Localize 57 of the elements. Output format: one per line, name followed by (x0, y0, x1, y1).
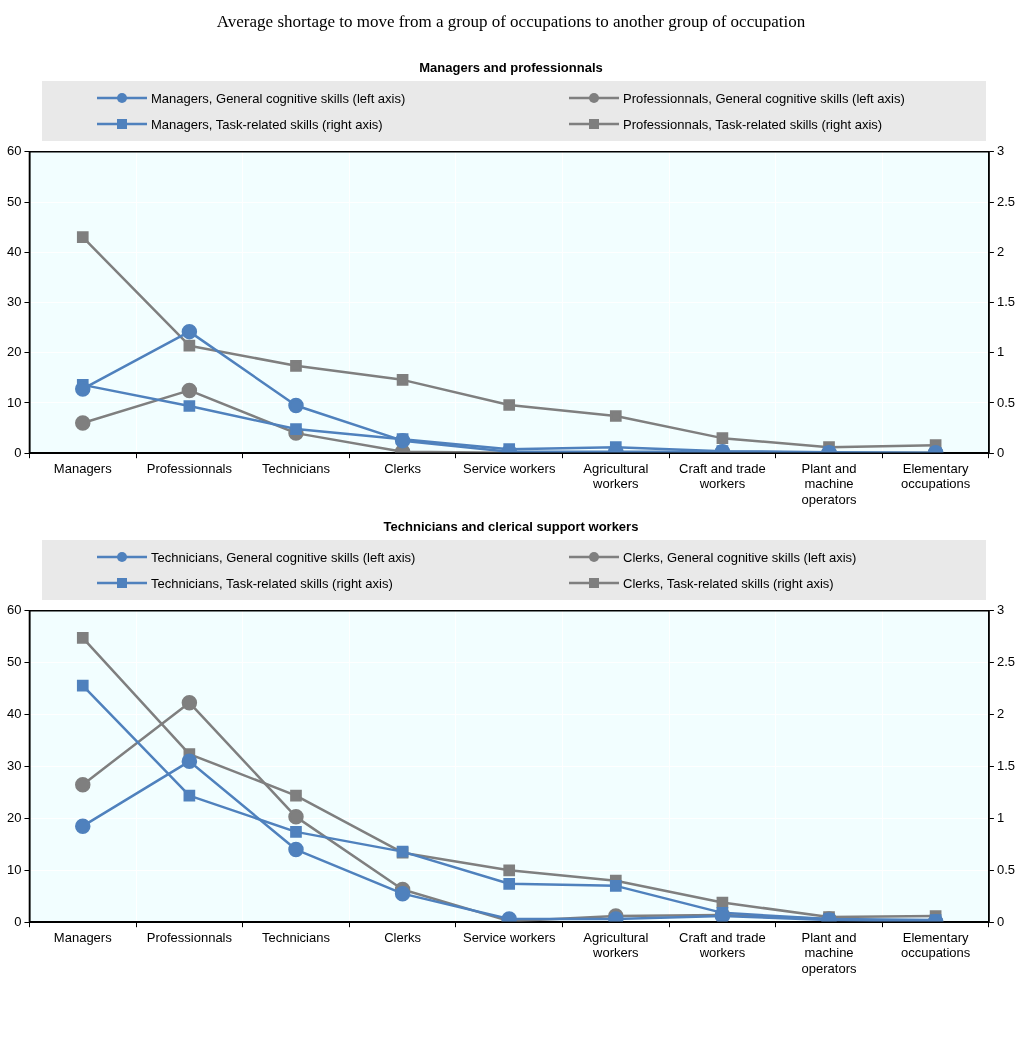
x-tick-label: Professionnals (146, 460, 233, 476)
y-tick-label: 20 (6, 344, 22, 360)
y2-tick-label: 3 (996, 602, 1005, 618)
x-tick-label: Service workers (462, 929, 556, 945)
x-tick-label: Craft and trade workers (679, 929, 766, 961)
y2-tick-label: 0.5 (996, 394, 1016, 410)
y2-tick-label: 2 (996, 706, 1005, 722)
x-tick-label: Managers (53, 460, 113, 476)
y-tick-label: 50 (6, 654, 22, 670)
x-tick-label: Managers (53, 929, 113, 945)
legend-label: Technicians, General cognitive skills (left axis) (151, 549, 416, 565)
y-tick-label: 50 (6, 193, 22, 209)
chart-title: Average shortage to move from a group of occupations to another group of occupation (215, 11, 807, 33)
legend-label: Managers, Task-related skills (right axis) (151, 116, 383, 132)
y-tick-label: 40 (6, 243, 22, 259)
x-tick-label: Technicians (262, 460, 331, 476)
y-tick-label: 60 (6, 602, 22, 618)
y-tick-label: 30 (6, 758, 22, 774)
x-tick-label: Agricultural workers (583, 929, 649, 961)
y-tick-label: 10 (6, 394, 22, 410)
y-tick-label: 60 (6, 143, 22, 159)
chart-subtitle: Technicians and clerical support workers (382, 519, 640, 534)
y-tick-label: 40 (6, 706, 22, 722)
y-tick-label: 20 (6, 809, 22, 825)
x-tick-label: Professionnals (146, 929, 233, 945)
chart-subtitle: Managers and professionnals (418, 60, 604, 75)
x-tick-label: Plant and machine operators (801, 460, 857, 507)
x-tick-label: Service workers (462, 460, 556, 476)
legend-label: Professionnals, Task-related skills (right axis) (623, 116, 883, 132)
x-tick-label: Elementary occupations (900, 460, 971, 492)
x-tick-label: Clerks (384, 929, 422, 945)
y-tick-label: 0 (14, 913, 22, 929)
y2-tick-label: 2 (996, 243, 1005, 259)
y2-tick-label: 1.5 (996, 758, 1016, 774)
x-tick-label: Clerks (384, 460, 422, 476)
legend-label: Clerks, General cognitive skills (left axis) (623, 549, 857, 565)
x-tick-label: Elementary occupations (900, 929, 971, 961)
y2-tick-label: 1.5 (996, 294, 1016, 310)
x-tick-label: Craft and trade workers (679, 460, 766, 492)
x-tick-label: Agricultural workers (583, 460, 649, 492)
y-tick-label: 0 (14, 444, 22, 460)
legend-label: Professionnals, General cognitive skills (left axis) (623, 90, 905, 106)
y2-tick-label: 0 (996, 913, 1005, 929)
y2-tick-label: 0.5 (996, 861, 1016, 877)
x-tick-label: Technicians (262, 929, 331, 945)
legend-label: Managers, General cognitive skills (left axis) (151, 90, 406, 106)
legend-label: Technicians, Task-related skills (right axis) (151, 575, 393, 591)
y2-tick-label: 3 (996, 143, 1005, 159)
y2-tick-label: 1 (996, 344, 1005, 360)
y-tick-label: 10 (6, 861, 22, 877)
y2-tick-label: 1 (996, 809, 1005, 825)
y2-tick-label: 0 (996, 444, 1005, 460)
y2-tick-label: 2.5 (996, 654, 1016, 670)
x-tick-label: Plant and machine operators (801, 929, 857, 976)
legend-label: Clerks, Task-related skills (right axis) (623, 575, 834, 591)
y-tick-label: 30 (6, 294, 22, 310)
y2-tick-label: 2.5 (996, 193, 1016, 209)
